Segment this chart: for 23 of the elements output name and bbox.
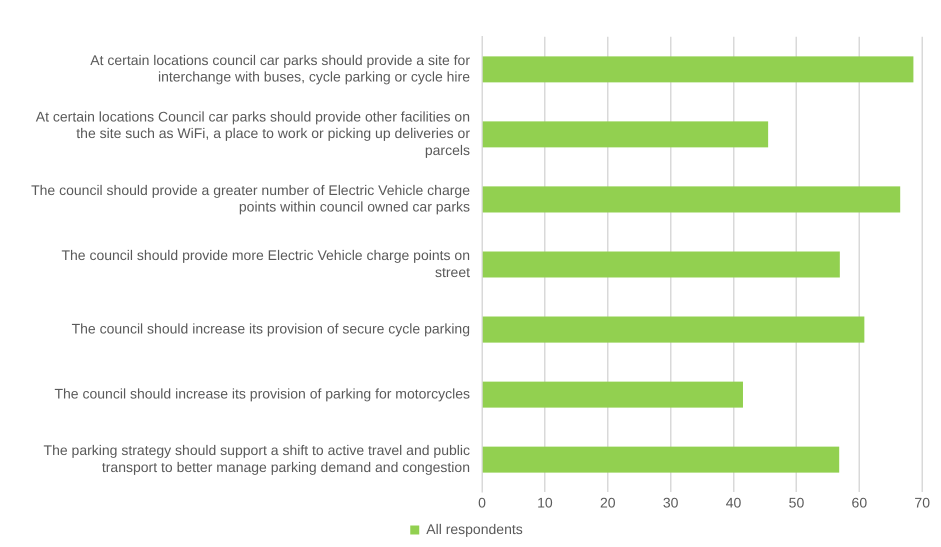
x-tick-label: 70 <box>914 494 930 510</box>
x-tick-label: 60 <box>852 494 868 510</box>
y-tick-label: At certain locations council car parks should provide a site for interchange with buses, cycle parking or cycle hire <box>90 52 470 85</box>
bar <box>482 186 900 212</box>
bar <box>482 316 864 343</box>
y-tick-label: The council should increase its provision of secure cycle parking <box>72 320 470 336</box>
y-tick-label: At certain locations Council car parks should provide other facilities on the site such as WiFi, a place to work or picking up deliveries or parcels <box>36 108 470 158</box>
bar <box>482 446 840 473</box>
x-tick-label: 50 <box>788 494 804 510</box>
x-tick-label: 20 <box>600 494 616 510</box>
bar <box>482 56 914 82</box>
y-tick-label: The parking strategy should support a shift to active travel and public transport to better manage parking demand and congestion <box>44 442 470 475</box>
bar <box>482 251 840 278</box>
bar <box>482 121 768 148</box>
y-tick-label: The council should increase its provision of parking for motorcycles <box>54 385 470 402</box>
x-tick-label: 0 <box>478 494 486 510</box>
bar <box>482 382 743 408</box>
y-tick-label: The council should provide more Electric Vehicle charge points on street <box>61 246 470 280</box>
legend-label: All respondents <box>426 520 523 537</box>
x-tick-label: 10 <box>537 494 553 510</box>
x-tick-label: 40 <box>726 494 742 510</box>
y-tick-label: The council should provide a greater number of Electric Vehicle charge points within council owned car parks <box>31 182 470 215</box>
x-tick-label: 30 <box>662 494 679 510</box>
